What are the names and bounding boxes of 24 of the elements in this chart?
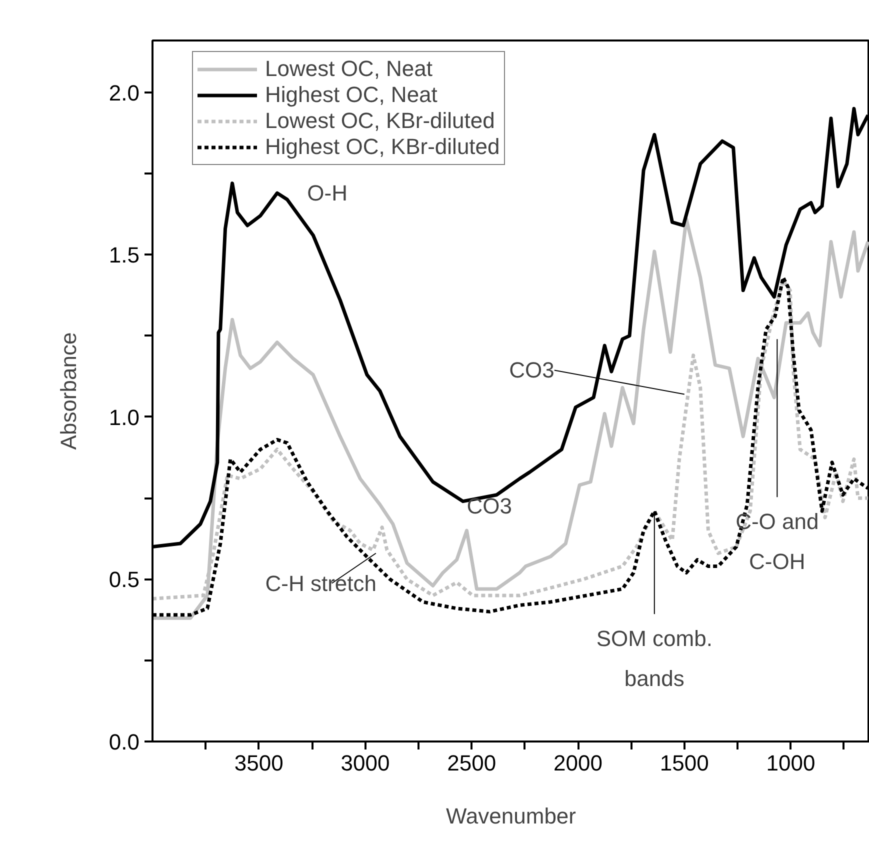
y-axis-title: Absorbance <box>56 332 81 450</box>
y-tick-label: 1.5 <box>108 242 140 268</box>
y-tick-label: 0.0 <box>108 730 140 754</box>
annotation: SOM comb. bands <box>596 626 712 692</box>
annotation: CO3 <box>509 358 554 383</box>
legend-label: Highest OC, KBr-diluted <box>265 134 500 160</box>
legend-label: Lowest OC, Neat <box>265 56 433 82</box>
legend-label: Highest OC, Neat <box>265 82 438 108</box>
line-series <box>152 217 869 620</box>
annotation: O-H <box>307 180 348 206</box>
x-tick-label: 3500 <box>234 750 284 776</box>
annotation: C-O and C-OH <box>736 509 819 574</box>
y-tick-label: 2.0 <box>108 80 140 106</box>
x-tick-label: 1500 <box>660 750 709 776</box>
annotation: C-H stretch <box>265 570 377 596</box>
x-tick-label: 2500 <box>447 750 496 776</box>
annotation: CO3 <box>466 494 512 519</box>
x-axis-title: Wavenumber <box>446 804 576 828</box>
legend-label: Lowest OC, KBr-diluted <box>265 108 495 134</box>
y-tick-label: 1.0 <box>108 404 140 430</box>
y-tick-label: 0.5 <box>108 567 140 592</box>
x-tick-label: 2000 <box>554 750 602 776</box>
x-tick-label: 1000 <box>766 750 816 776</box>
x-tick-label: 3000 <box>340 750 390 776</box>
